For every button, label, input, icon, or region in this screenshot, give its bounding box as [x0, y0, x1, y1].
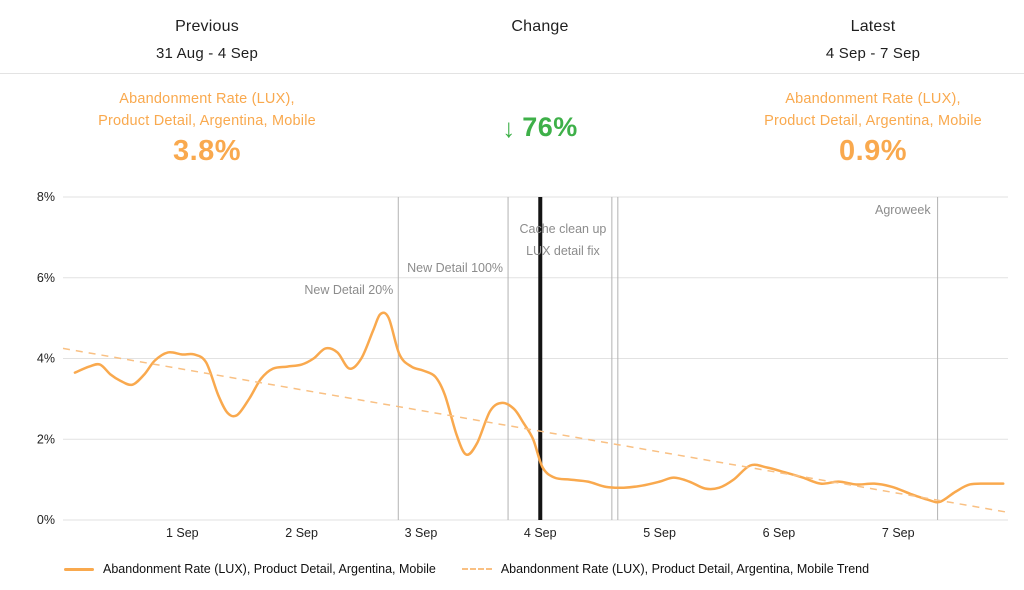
legend-label-series: Abandonment Rate (LUX), Product Detail, …	[103, 562, 436, 576]
change-down-arrow-icon: ↓	[502, 112, 516, 143]
previous-metric-value: 3.8%	[172, 135, 242, 167]
previous-period-header: Previous 31 Aug - 4 Sep	[40, 18, 374, 62]
previous-date-range: 31 Aug - 4 Sep	[155, 45, 259, 62]
annotation-label: LUX detail fix	[526, 244, 600, 258]
dashed-line-swatch-icon	[461, 568, 492, 570]
annotation-label: Agroweek	[875, 203, 931, 217]
y-axis-tick-label: 6%	[37, 271, 55, 285]
annotation-label: New Detail 20%	[304, 283, 393, 297]
y-axis-tick-label: 8%	[37, 190, 55, 204]
chart-svg: 0% 2% 4% 6% 8% 1 Sep 2 Sep 3 Sep 4 Sep 5 Sep 6 Sep…	[37, 190, 1008, 540]
x-axis-tick-label: 1 Sep	[166, 526, 199, 540]
change-header: Change	[440, 18, 640, 36]
legend-item-trend: Abandonment Rate (LUX), Product Detail, …	[461, 562, 870, 576]
latest-label: Latest	[850, 18, 896, 35]
latest-metric: Abandonment Rate (LUX), Product Detail, …	[723, 88, 1023, 168]
previous-metric-title-line1: Abandonment Rate (LUX),	[119, 91, 295, 107]
legend-item-series: Abandonment Rate (LUX), Product Detail, …	[64, 562, 436, 576]
latest-date-range: 4 Sep - 7 Sep	[825, 45, 921, 62]
legend-label-trend: Abandonment Rate (LUX), Product Detail, …	[500, 562, 870, 576]
x-axis-tick-label: 5 Sep	[643, 526, 676, 540]
x-axis-tick-label: 2 Sep	[285, 526, 318, 540]
latest-metric-title-line1: Abandonment Rate (LUX),	[785, 91, 961, 107]
change-label: Change	[511, 18, 569, 35]
change-metric-value: 76%	[522, 112, 578, 142]
trend-line-series	[62, 347, 1006, 513]
chart-legend: Abandonment Rate (LUX), Product Detail, …	[64, 562, 869, 576]
annotation-label: Cache clean up	[520, 222, 607, 236]
x-axis-tick-label: 4 Sep	[524, 526, 557, 540]
latest-metric-value: 0.9%	[838, 135, 908, 167]
y-axis-tick-label: 0%	[37, 513, 55, 527]
previous-metric-title-line2: Product Detail, Argentina, Mobile	[98, 113, 316, 129]
annotation-label: New Detail 100%	[407, 261, 503, 275]
latest-metric-title-line2: Product Detail, Argentina, Mobile	[764, 113, 982, 129]
previous-metric: Abandonment Rate (LUX), Product Detail, …	[40, 88, 374, 168]
abandonment-rate-series	[73, 311, 1005, 504]
latest-period-header: Latest 4 Sep - 7 Sep	[723, 18, 1023, 62]
previous-label: Previous	[175, 18, 239, 35]
y-axis-tick-label: 4%	[37, 352, 55, 366]
x-axis-tick-label: 7 Sep	[882, 526, 915, 540]
y-axis-tick-label: 2%	[37, 432, 55, 446]
solid-line-swatch-icon	[64, 567, 94, 571]
change-metric: ↓ 76%	[440, 112, 640, 143]
x-axis-tick-label: 6 Sep	[763, 526, 796, 540]
x-axis-tick-label: 3 Sep	[405, 526, 438, 540]
header-divider	[0, 73, 1024, 74]
